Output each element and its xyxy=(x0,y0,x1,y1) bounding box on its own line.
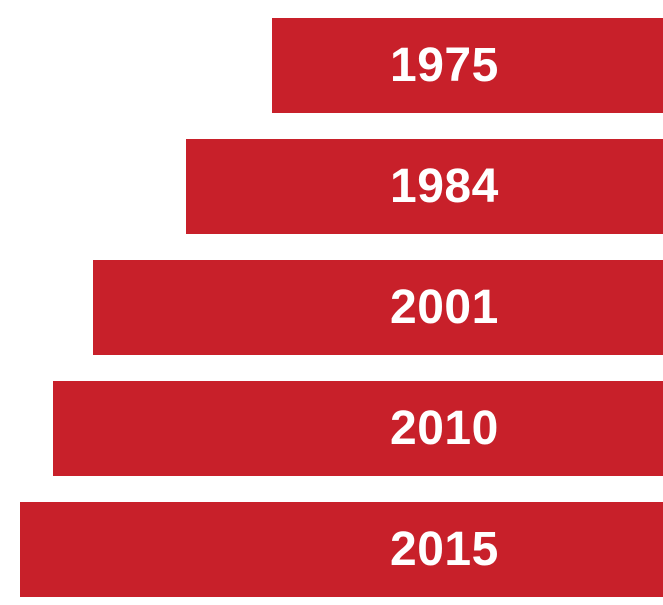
bar-label-1984: 1984 xyxy=(390,160,499,213)
bar-label-2001: 2001 xyxy=(390,281,499,334)
bar-1984 xyxy=(186,139,663,234)
bar-label-2015: 2015 xyxy=(390,523,499,576)
bar-label-2010: 2010 xyxy=(390,402,499,455)
bar-2010 xyxy=(53,381,663,476)
bar-1975 xyxy=(272,18,663,113)
bar-2015 xyxy=(20,502,663,597)
bar-2001 xyxy=(93,260,663,355)
bar-label-1975: 1975 xyxy=(390,39,499,92)
